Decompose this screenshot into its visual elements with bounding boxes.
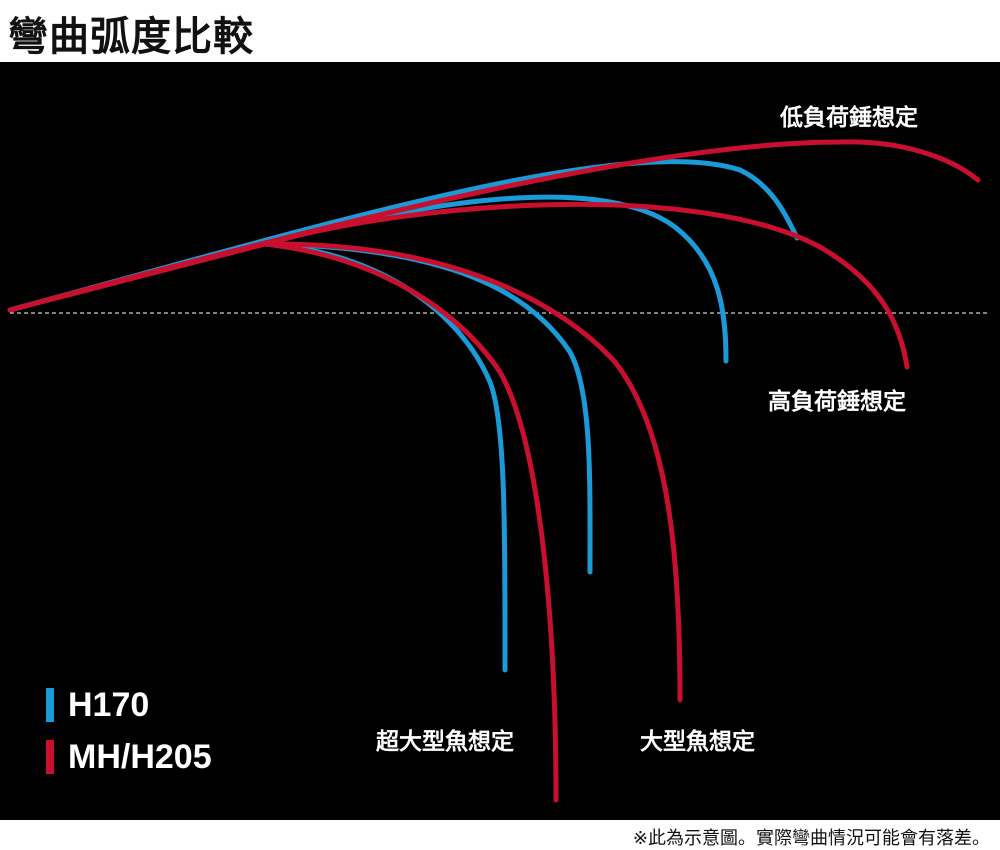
bend-curves-svg [7,139,990,803]
xl-fish-label: 超大型魚想定 [376,729,514,755]
mh205-xl-fish-curve [262,241,559,803]
legend-swatch-blue [46,688,54,722]
bend-comparison-diagram: 低負荷錘想定 高負荷錘想定 超大型魚想定 大型魚想定 H170 MH/H205 [0,62,1000,820]
legend-label-h170: H170 [68,685,150,724]
legend-item-mh205: MH/H205 [46,738,212,776]
mh205-large-fish-curve [262,241,683,703]
footnote: ※此為示意圖。實際彎曲情況可能會有落差。 [632,828,990,849]
large-fish-label: 大型魚想定 [640,729,755,755]
legend-label-mh205: MH/H205 [68,737,212,776]
legend-item-h170: H170 [46,686,149,724]
mh205-high-load-curve [262,201,910,370]
h170-xl-fish-curve [262,241,508,673]
low-load-label: 低負荷錘想定 [780,105,918,131]
page-title: 彎曲弧度比較 [8,14,254,60]
high-load-label: 高負荷錘想定 [768,389,906,415]
legend-swatch-red [46,740,54,774]
mh205-low-load-curve [7,139,981,313]
